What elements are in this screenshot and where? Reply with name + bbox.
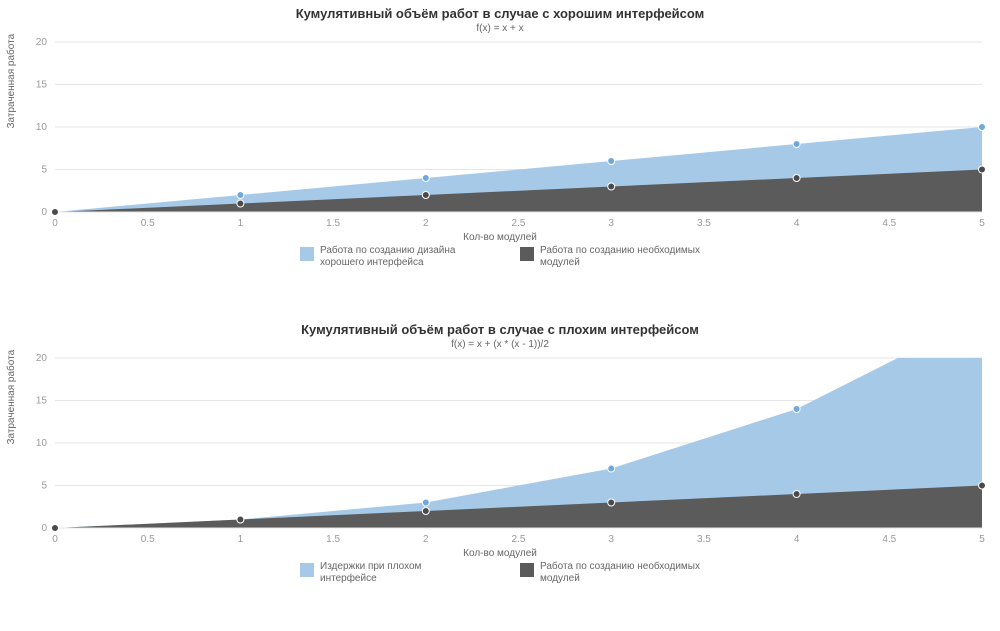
svg-text:5: 5 [41, 165, 47, 176]
legend-item: Работа по созданию необходимых модулей [520, 561, 700, 585]
legend-label: Работа по созданию дизайна хорошего инте… [320, 245, 480, 269]
svg-text:3.5: 3.5 [697, 534, 711, 545]
svg-text:0: 0 [41, 207, 47, 218]
svg-text:15: 15 [36, 80, 48, 91]
legend-swatch [520, 247, 534, 261]
legend-label: Работа по созданию необходимых модулей [540, 245, 700, 269]
svg-text:2: 2 [423, 218, 429, 229]
svg-text:0: 0 [41, 523, 47, 534]
svg-text:0: 0 [52, 534, 58, 545]
svg-text:1: 1 [238, 534, 244, 545]
chart-top-subtitle: f(x) = x + x [0, 23, 1000, 34]
svg-text:4: 4 [794, 218, 800, 229]
legend-item: Издержки при плохом интерфейсе [300, 561, 480, 585]
legend-item: Работа по созданию дизайна хорошего инте… [300, 245, 480, 269]
chart-bottom-legend: Издержки при плохом интерфейсе Работа по… [0, 561, 1000, 585]
svg-text:0: 0 [52, 218, 58, 229]
svg-text:1.5: 1.5 [326, 218, 340, 229]
chart-top-svg: 0 5 10 15 20 0 0.5 1 1.5 2 2.5 3 3.5 4 4.5 5 [0, 34, 1000, 234]
svg-text:4.5: 4.5 [882, 534, 896, 545]
svg-text:3: 3 [608, 534, 614, 545]
legend-swatch [300, 247, 314, 261]
svg-text:10: 10 [36, 122, 48, 133]
legend-label: Издержки при плохом интерфейсе [320, 561, 480, 585]
svg-text:1: 1 [238, 218, 244, 229]
legend-swatch [300, 563, 314, 577]
chart-bottom-svg: 0 5 10 15 20 0 0.5 1 1.5 2 2.5 3 3.5 4 4.5 5 [0, 350, 1000, 550]
svg-text:4: 4 [794, 534, 800, 545]
legend-swatch [520, 563, 534, 577]
legend-item: Работа по созданию необходимых модулей [520, 245, 700, 269]
chart-bottom-ylabel: Затраченная работа [6, 349, 17, 444]
svg-text:20: 20 [36, 353, 48, 364]
svg-text:3.5: 3.5 [697, 218, 711, 229]
svg-text:0.5: 0.5 [141, 218, 155, 229]
svg-text:2.5: 2.5 [512, 218, 526, 229]
chart-bottom: Кумулятивный объём работ в случае с плох… [0, 316, 1000, 631]
svg-text:5: 5 [979, 534, 985, 545]
chart-bottom-subtitle: f(x) = x + (x * (x - 1))/2 [0, 339, 1000, 350]
page: Кумулятивный объём работ в случае с хоро… [0, 0, 1000, 631]
svg-text:5: 5 [979, 218, 985, 229]
chart-top-ylabel: Затраченная работа [6, 34, 17, 129]
svg-text:2.5: 2.5 [512, 534, 526, 545]
chart-top-title: Кумулятивный объём работ в случае с хоро… [0, 6, 1000, 21]
svg-text:15: 15 [36, 395, 48, 406]
svg-text:0.5: 0.5 [141, 534, 155, 545]
chart-top: Кумулятивный объём работ в случае с хоро… [0, 0, 1000, 316]
svg-text:2: 2 [423, 534, 429, 545]
svg-text:3: 3 [608, 218, 614, 229]
legend-label: Работа по созданию необходимых модулей [540, 561, 700, 585]
chart-top-legend: Работа по созданию дизайна хорошего инте… [0, 245, 1000, 269]
svg-text:5: 5 [41, 480, 47, 491]
chart-bottom-title: Кумулятивный объём работ в случае с плох… [0, 322, 1000, 337]
svg-text:20: 20 [36, 37, 48, 48]
svg-text:10: 10 [36, 438, 48, 449]
svg-text:1.5: 1.5 [326, 534, 340, 545]
svg-text:4.5: 4.5 [882, 218, 896, 229]
